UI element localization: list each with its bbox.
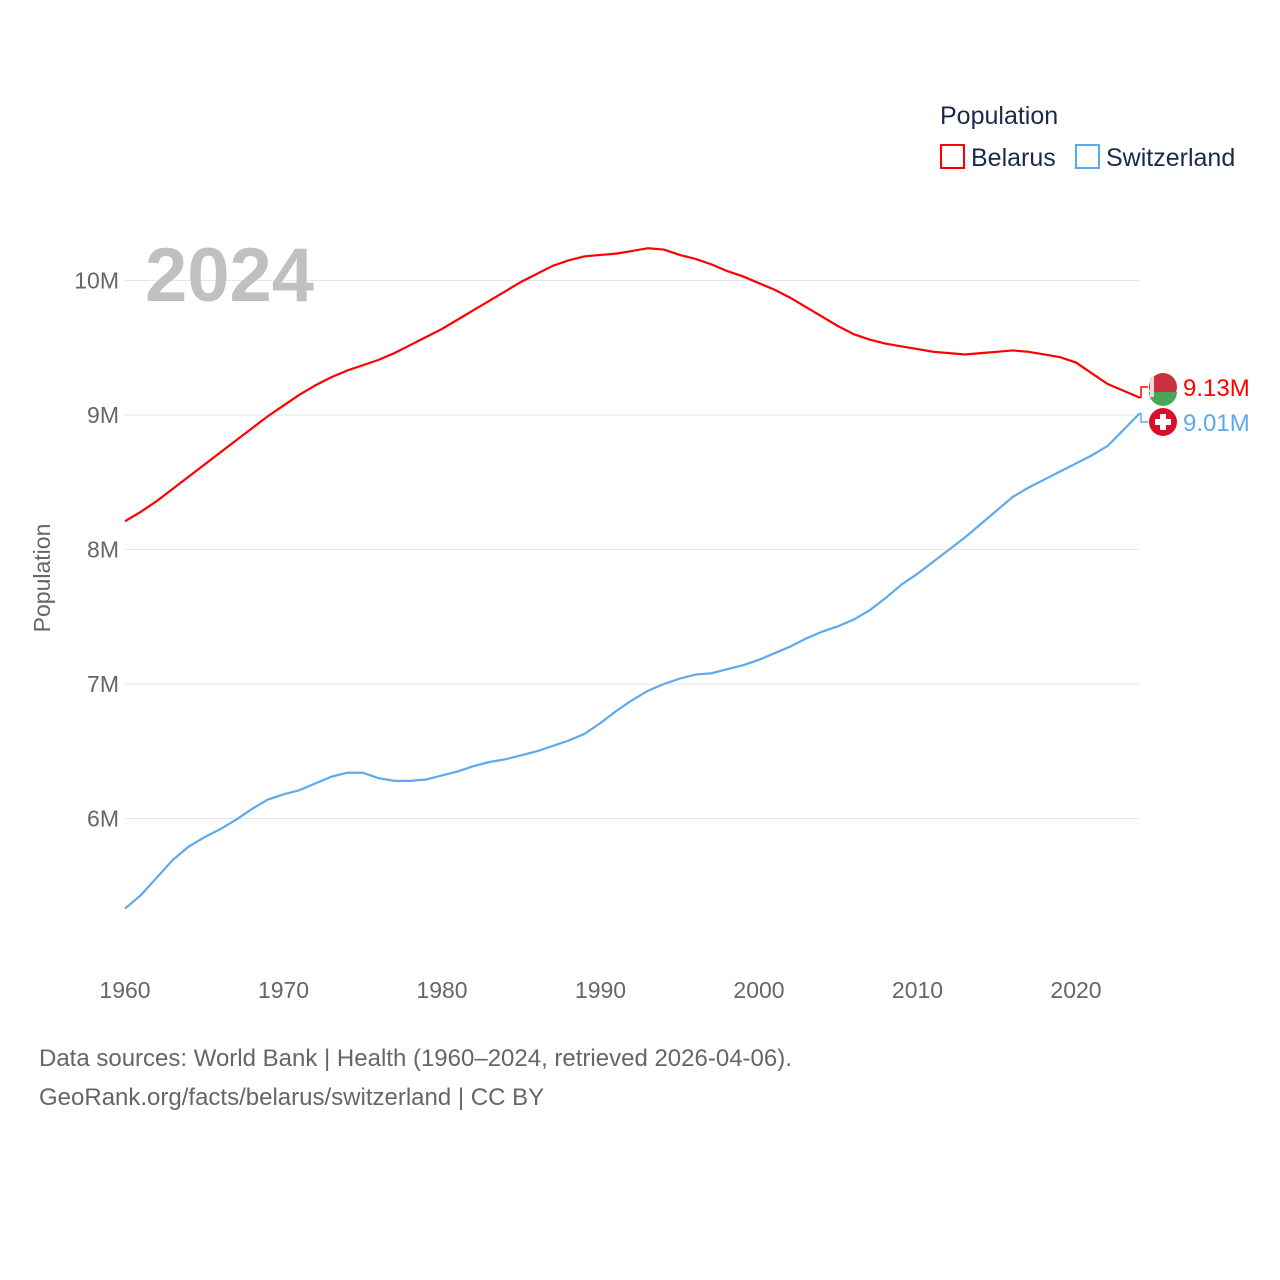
legend-swatch	[940, 144, 965, 169]
x-tick-label: 2000	[733, 977, 784, 1003]
end-value-label: 9.01M	[1183, 410, 1250, 437]
y-tick-label: 9M	[87, 402, 119, 428]
series-line-switzerland	[124, 412, 1141, 910]
legend-label-switzerland: Switzerland	[1106, 144, 1235, 172]
x-tick-label: 1970	[258, 977, 309, 1003]
belarus-flag-icon	[1149, 373, 1177, 406]
x-tick-label: 2020	[1050, 977, 1101, 1003]
source-link[interactable]: GeoRank.org/facts/belarus/switzerland | …	[39, 1084, 545, 1111]
y-tick-label: 8M	[87, 537, 119, 563]
legend-title: Population	[940, 102, 1058, 130]
series-line-belarus	[124, 247, 1140, 523]
data-sources: Data sources: World Bank | Health (1960–…	[39, 1045, 792, 1072]
y-tick-label: 10M	[74, 268, 119, 294]
legend-swatch	[1075, 144, 1100, 169]
y-tick-label: 7M	[87, 671, 119, 697]
legend-label-belarus: Belarus	[971, 144, 1056, 172]
year-label: 2024	[145, 233, 314, 318]
x-tick-label: 2010	[892, 977, 943, 1003]
connector	[1139, 412, 1148, 423]
switzerland-flag-icon	[1149, 408, 1177, 436]
y-tick-label: 6M	[87, 806, 119, 832]
x-tick-label: 1980	[416, 977, 467, 1003]
x-tick-label: 1960	[99, 977, 150, 1003]
end-value-label: 9.13M	[1183, 375, 1250, 402]
y-axis-title: Population	[29, 524, 55, 633]
x-tick-label: 1990	[575, 977, 626, 1003]
connector	[1139, 386, 1148, 399]
